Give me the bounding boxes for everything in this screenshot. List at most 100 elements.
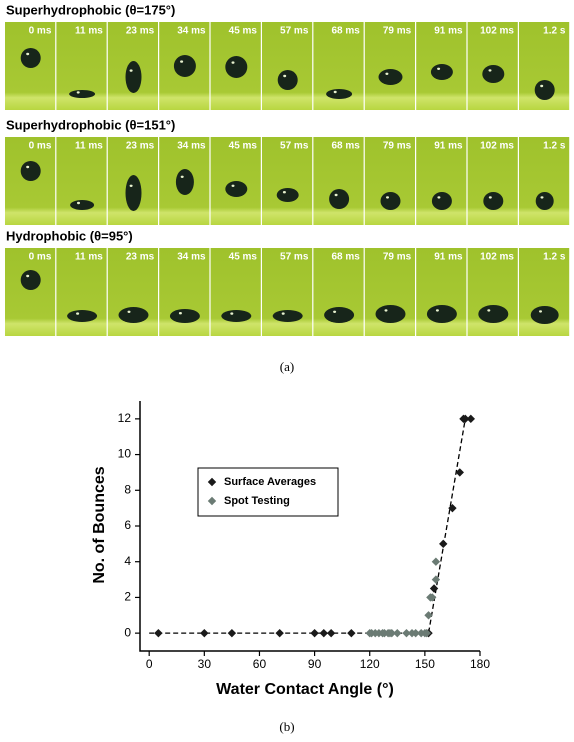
legend-label: Surface Averages — [224, 476, 316, 488]
drop-highlight — [231, 61, 235, 64]
water-drop — [70, 200, 95, 210]
data-point — [319, 628, 328, 638]
water-drop — [535, 192, 554, 210]
data-point — [402, 628, 411, 638]
frame-label: 57 ms — [280, 141, 309, 152]
photo-frame — [262, 22, 313, 110]
legend-marker — [207, 496, 217, 506]
drop-highlight — [540, 84, 544, 88]
drop-highlight — [180, 175, 184, 178]
frame-label: 11 ms — [75, 252, 103, 263]
drop-highlight — [437, 67, 441, 71]
drop-highlight — [488, 69, 492, 72]
water-drop — [426, 305, 457, 323]
water-drop — [69, 90, 96, 98]
drop-highlight — [129, 184, 133, 187]
axes — [139, 401, 480, 652]
frame-label: 0 ms — [29, 252, 52, 263]
frame-label: 45 ms — [229, 141, 258, 152]
frame-label: 91 ms — [434, 252, 463, 263]
water-drop — [378, 69, 403, 85]
drop-highlight — [435, 309, 439, 312]
drop-highlight — [488, 196, 492, 199]
drop-highlight — [129, 69, 133, 72]
caption-a: (a) — [280, 359, 294, 374]
data-point — [310, 628, 319, 638]
data-point — [439, 539, 448, 549]
y-tick-label: 12 — [118, 411, 132, 425]
x-tick-label: 60 — [253, 657, 267, 671]
water-drop — [431, 192, 452, 210]
data-point — [424, 611, 433, 620]
trend-line — [149, 418, 466, 634]
water-drop — [20, 48, 41, 68]
drop-highlight — [386, 196, 389, 199]
x-tick-label: 30 — [198, 657, 212, 671]
frame-label: 91 ms — [434, 26, 463, 37]
data-point — [466, 414, 476, 424]
data-point — [154, 628, 163, 638]
drop-highlight — [178, 312, 182, 315]
frame-label: 68 ms — [331, 141, 360, 152]
water-drop — [329, 189, 350, 209]
photo-frame — [5, 137, 56, 225]
frame-label: 45 ms — [229, 26, 258, 37]
frame-label: 23 ms — [126, 252, 155, 263]
drop-highlight — [333, 310, 337, 313]
drop-highlight — [180, 60, 184, 63]
frame-label: 79 ms — [383, 141, 412, 152]
water-drop — [482, 65, 505, 83]
frame-label: 23 ms — [126, 26, 155, 37]
data-point — [455, 468, 464, 477]
frame-label: 102 ms — [480, 252, 514, 263]
photo-frame — [519, 137, 570, 225]
row-title: Hydrophobic (θ=95°) — [6, 228, 133, 243]
data-point — [393, 628, 402, 638]
caption-b: (b) — [279, 719, 294, 734]
drop-highlight — [230, 312, 234, 315]
frame-label: 34 ms — [177, 141, 206, 152]
frame-label: 68 ms — [331, 252, 360, 263]
water-drop — [169, 309, 200, 323]
water-drop — [277, 70, 298, 90]
frame-label: 0 ms — [29, 141, 52, 152]
water-drop — [125, 61, 142, 93]
frame-label: 102 ms — [480, 141, 514, 152]
frame-label: 79 ms — [383, 252, 412, 263]
x-tick-label: 180 — [470, 657, 490, 671]
photo-frame — [56, 137, 107, 225]
frame-label: 34 ms — [177, 26, 206, 37]
drop-highlight — [231, 184, 235, 187]
data-point — [387, 628, 396, 638]
water-drop — [430, 64, 453, 80]
data-point — [326, 628, 336, 638]
frame-label: 23 ms — [126, 141, 155, 152]
x-tick-label: 0 — [146, 657, 153, 671]
water-drop — [380, 192, 401, 210]
frame-label: 1.2 s — [543, 252, 566, 263]
legend-marker — [207, 477, 217, 487]
drop-highlight — [281, 312, 285, 315]
y-tick-label: 4 — [124, 554, 131, 568]
data-point — [461, 414, 470, 424]
water-drop — [478, 305, 509, 323]
photo-frame — [262, 137, 313, 225]
drop-highlight — [282, 191, 286, 194]
x-axis-title: Water Contact Angle (°) — [216, 681, 394, 698]
y-tick-label: 0 — [124, 625, 131, 639]
data-point — [227, 628, 237, 638]
photo-frame — [364, 22, 415, 110]
water-drop — [276, 188, 299, 202]
data-point — [347, 628, 356, 638]
drop-highlight — [487, 309, 491, 312]
photo-frame — [364, 137, 415, 225]
frame-label: 45 ms — [229, 252, 258, 263]
data-point — [431, 575, 441, 584]
drop-highlight — [26, 165, 30, 169]
data-point — [429, 584, 439, 593]
water-drop — [225, 181, 248, 197]
photo-frame — [313, 137, 364, 225]
water-drop — [20, 270, 41, 290]
water-drop — [326, 89, 353, 99]
data-point — [275, 628, 284, 638]
